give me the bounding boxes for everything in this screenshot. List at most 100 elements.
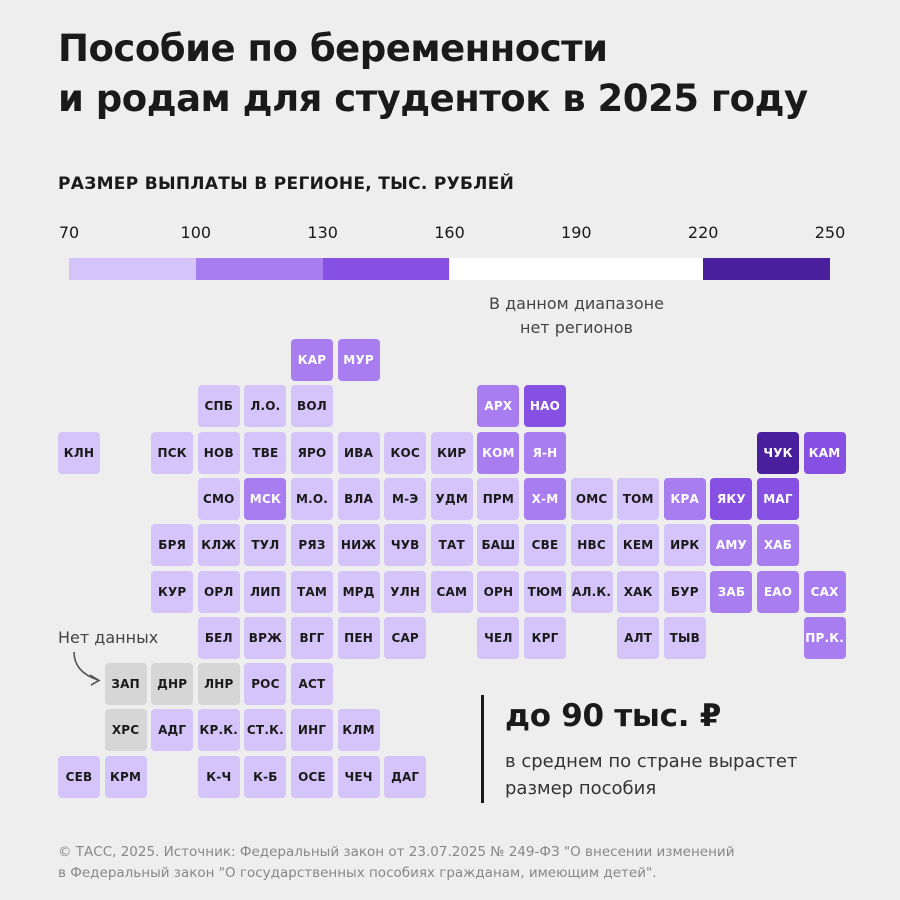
region-tile: К-Б	[244, 755, 287, 798]
region-tile: НИЖ	[337, 524, 380, 567]
region-tile: ЗАП	[104, 663, 147, 706]
scale-tick-label: 190	[561, 223, 592, 242]
scale-tick-label: 160	[434, 223, 465, 242]
region-tile: НАО	[524, 385, 566, 428]
region-tile: ЗАБ	[710, 570, 753, 613]
region-tile: МАГ	[757, 477, 799, 520]
region-tile: АДГ	[151, 709, 194, 752]
region-tile: Я-Н	[524, 431, 566, 474]
empty-range-note-line-2: нет регионов	[520, 318, 633, 337]
region-tile: К-Ч	[197, 755, 240, 798]
scale-tick-label: 220	[687, 223, 719, 242]
region-tile: БЕЛ	[197, 616, 240, 659]
region-tile: ЧЕЛ	[477, 616, 520, 659]
region-tile: СМО	[197, 477, 240, 520]
region-tile: ЧУВ	[384, 524, 427, 567]
region-tile: ВГГ	[291, 616, 333, 659]
region-tile: ЯКУ	[710, 477, 753, 520]
region-tile: АЛ.К.	[570, 570, 613, 613]
region-tile: ВЛА	[337, 477, 380, 520]
region-tile: СПБ	[197, 385, 240, 428]
region-tile: РОС	[244, 663, 287, 706]
region-tile: КРА	[663, 477, 706, 520]
scale-segment	[322, 258, 450, 280]
region-tile: КЛЖ	[197, 524, 240, 567]
region-tile: СВЕ	[524, 524, 566, 567]
region-tile: ТАТ	[430, 524, 473, 567]
scale-tick-label: 250	[814, 223, 846, 242]
region-tile: ОРН	[477, 570, 520, 613]
region-tile: ЯРО	[291, 431, 333, 474]
region-tile: НВС	[570, 524, 613, 567]
region-tile: ИНГ	[291, 709, 333, 752]
region-tile: ЛНР	[197, 663, 240, 706]
region-tile: СЕВ	[58, 755, 100, 798]
callout-divider	[481, 695, 484, 803]
region-tile: ХАК	[617, 570, 660, 613]
region-tile: ИВА	[337, 431, 380, 474]
page-title: Пособие по беременности и родам для студ…	[58, 24, 878, 124]
callout-text: в среднем по стране вырастет размер посо…	[505, 748, 885, 802]
region-tile: ОСЕ	[291, 755, 333, 798]
scale-tick-label: 70	[58, 223, 80, 242]
region-tile: МУР	[337, 339, 380, 381]
no-data-label: Нет данных	[58, 628, 159, 647]
region-tile: БУР	[663, 570, 706, 613]
region-tile: ЧУК	[757, 431, 799, 474]
region-tile: ДАГ	[384, 755, 427, 798]
region-tile: КОМ	[477, 431, 520, 474]
region-tile: КАМ	[803, 431, 846, 474]
region-tile: АМУ	[710, 524, 753, 567]
title-line-2: и родам для студенток в 2025 году	[58, 77, 808, 120]
region-tile: ХРС	[104, 709, 147, 752]
region-tile: ТОМ	[617, 477, 660, 520]
region-tile: МСК	[244, 477, 287, 520]
region-tile: УДМ	[430, 477, 473, 520]
region-tile: ИРК	[663, 524, 706, 567]
source-footer: © ТАСС, 2025. Источник: Федеральный зако…	[58, 842, 878, 884]
region-tile: ВРЖ	[244, 616, 287, 659]
region-tile: М.О.	[291, 477, 333, 520]
region-tile: ВОЛ	[291, 385, 333, 428]
region-tile: АСТ	[291, 663, 333, 706]
region-tile: ПРМ	[477, 477, 520, 520]
region-tile: КАР	[291, 339, 333, 381]
region-tile: КИР	[430, 431, 473, 474]
region-tile: САМ	[430, 570, 473, 613]
footer-line-1: © ТАСС, 2025. Источник: Федеральный зако…	[58, 844, 735, 860]
scale-segment	[449, 258, 704, 280]
footer-line-2: в Федеральный закон "О государственных п…	[58, 865, 657, 881]
region-tile: ОМС	[570, 477, 613, 520]
region-tile: КР.К.	[197, 709, 240, 752]
title-line-1: Пособие по беременности	[58, 27, 608, 70]
region-tile: КОС	[384, 431, 427, 474]
region-tile: УЛН	[384, 570, 427, 613]
region-tile: КУР	[151, 570, 194, 613]
region-tile: ПЕН	[337, 616, 380, 659]
callout-value: до 90 тыс. ₽	[505, 698, 721, 734]
region-tile: МРД	[337, 570, 380, 613]
region-tile: ТЮМ	[524, 570, 566, 613]
region-tile: ОРЛ	[197, 570, 240, 613]
scale-segment	[703, 258, 830, 280]
scale-tick-label: 100	[180, 223, 212, 242]
scale-segment	[195, 258, 323, 280]
callout-text-line-2: размер пособия	[505, 778, 657, 799]
callout-text-line-1: в среднем по стране вырастет	[505, 751, 798, 772]
scale-segment	[69, 258, 196, 280]
region-tile: М-Э	[384, 477, 427, 520]
region-tile: БРЯ	[151, 524, 194, 567]
region-tile: БАШ	[477, 524, 520, 567]
arrow-icon	[73, 651, 101, 686]
region-tile: КЕМ	[617, 524, 660, 567]
region-tile: КЛМ	[337, 709, 380, 752]
scale-tick-label: 130	[307, 223, 338, 242]
region-tile: ДНР	[151, 663, 194, 706]
region-tile: ЕАО	[757, 570, 799, 613]
region-tile: КЛН	[58, 431, 100, 474]
region-tile: ТЫВ	[663, 616, 706, 659]
region-tile: КРГ	[524, 616, 566, 659]
empty-range-note: В данном диапазоне нет регионов	[450, 292, 703, 340]
region-tile: НОВ	[197, 431, 240, 474]
region-tile: ЧЕЧ	[337, 755, 380, 798]
